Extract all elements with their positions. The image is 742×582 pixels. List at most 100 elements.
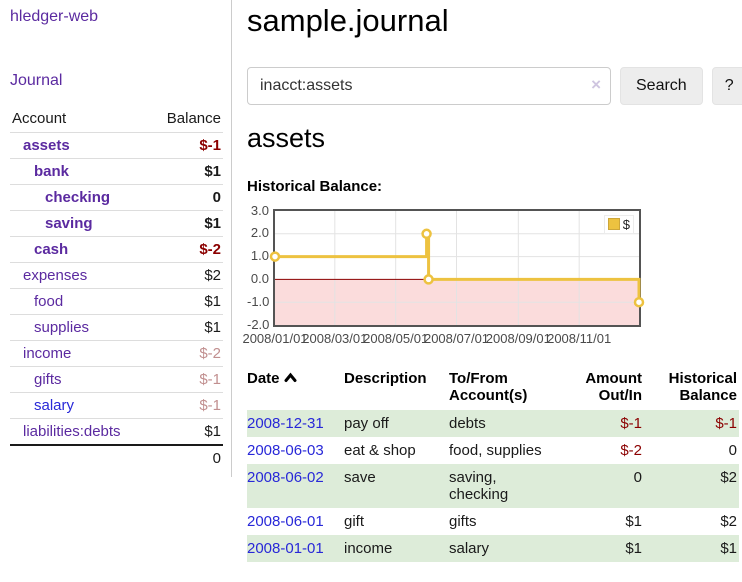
sidebar: hledger-web Journal Account Balance asse… xyxy=(0,0,232,477)
brand-link[interactable]: hledger-web xyxy=(10,8,99,25)
register-cell-date: 2008-06-03 xyxy=(247,437,344,464)
help-button[interactable]: ? xyxy=(711,67,742,106)
accounts-header-balance: Balance xyxy=(166,110,221,127)
accounts-table: Account Balance assets $-1 bank $1 checking 0… xyxy=(10,106,223,471)
search-box: × xyxy=(247,67,611,106)
register-cell-date: 2008-12-31 xyxy=(247,410,344,437)
transaction-date-link[interactable]: 2008-06-03 xyxy=(247,441,324,459)
y-axis-tick-label: 1.0 xyxy=(250,248,269,264)
sidebar-account-link[interactable]: salary xyxy=(34,397,75,414)
transaction-date-link[interactable]: 2008-12-31 xyxy=(247,414,324,432)
register-header-balance: Historical Balance xyxy=(668,369,737,404)
account-row: gifts $-1 xyxy=(10,366,223,393)
sidebar-account-link[interactable]: supplies xyxy=(34,319,90,336)
x-axis-tick-label: 2008/01/01 xyxy=(242,330,308,346)
register-cell-balance: $1 xyxy=(720,539,737,557)
account-row: salary $-1 xyxy=(10,392,223,419)
register-cell-accounts: saving, checking xyxy=(449,468,509,503)
sidebar-account-link[interactable]: cash xyxy=(34,241,69,258)
register-cell-balance: $-1 xyxy=(715,414,737,432)
account-balance: $1 xyxy=(150,288,223,315)
historical-balance-chart: $ 3.0 2.0 1.0 0.0 -1.0 -2.0 2008/01/01 2008/03/… xyxy=(242,203,742,348)
account-row: checking 0 xyxy=(10,184,223,211)
chart-legend: $ xyxy=(603,214,634,234)
account-balance: $-2 xyxy=(150,340,223,367)
sidebar-account-link[interactable]: food xyxy=(34,293,64,310)
sidebar-account-link[interactable]: bank xyxy=(34,163,70,180)
account-heading: assets xyxy=(247,123,326,154)
sidebar-account-link[interactable]: checking xyxy=(45,189,111,206)
register-cell-accounts: salary xyxy=(449,539,490,557)
register-table: Date Description To/From Account(s) Amou… xyxy=(247,368,739,562)
y-axis-tick-label: -1.0 xyxy=(247,293,270,309)
account-balance: $2 xyxy=(150,262,223,289)
account-row: food $1 xyxy=(10,288,223,315)
accounts-header-account: Account xyxy=(12,110,67,127)
register-header-accounts: To/From Account(s) xyxy=(449,369,528,404)
register-row: 2008-06-03 eat & shop food, supplies $-2 0 xyxy=(247,437,739,464)
register-cell-balance: 0 xyxy=(728,441,737,459)
register-header-date[interactable]: Date xyxy=(247,368,344,410)
transaction-date-link[interactable]: 2008-01-01 xyxy=(247,539,324,557)
sort-ascending-icon xyxy=(284,370,297,387)
register-cell-amount: $1 xyxy=(625,539,642,557)
register-row: 2008-06-02 save saving, checking 0 $2 xyxy=(247,463,739,508)
sidebar-account-link[interactable]: income xyxy=(23,345,72,362)
register-cell-date: 2008-06-02 xyxy=(247,464,344,508)
sidebar-account-link[interactable]: saving xyxy=(45,215,93,232)
accounts-total-value: 0 xyxy=(150,444,223,471)
register-cell-amount: $1 xyxy=(625,512,642,530)
register-cell-amount: 0 xyxy=(633,468,642,486)
sidebar-item-journal[interactable]: Journal xyxy=(10,72,63,89)
x-axis-tick-label: 2008/05/01 xyxy=(363,330,429,346)
register-cell-balance: $2 xyxy=(720,468,737,486)
account-balance: $-2 xyxy=(150,236,223,263)
account-balance: $1 xyxy=(150,210,223,237)
account-row: liabilities:debts $1 xyxy=(10,418,223,445)
sidebar-account-link[interactable]: expenses xyxy=(23,267,88,284)
account-row: income $-2 xyxy=(10,340,223,367)
accounts-table-body: assets $-1 bank $1 checking 0 saving $1 cash $-2 e… xyxy=(10,132,223,445)
page-title: sample.journal xyxy=(247,3,449,38)
account-row: saving $1 xyxy=(10,210,223,237)
y-axis-tick-label: 0.0 xyxy=(250,270,269,286)
register-cell-date: 2008-01-01 xyxy=(247,535,344,562)
account-balance: $-1 xyxy=(150,132,223,159)
register-row: 2008-12-31 pay off debts $-1 $-1 xyxy=(247,409,739,437)
register-table-body: 2008-12-31 pay off debts $-1 $-1 2008-06-03 ea… xyxy=(247,409,739,562)
transaction-date-link[interactable]: 2008-06-02 xyxy=(247,468,324,486)
account-balance: $-1 xyxy=(150,366,223,393)
legend-label: $ xyxy=(622,216,630,232)
y-axis-tick-label: 2.0 xyxy=(250,225,269,241)
accounts-total-spacer xyxy=(10,444,151,471)
account-row: bank $1 xyxy=(10,158,223,185)
register-cell-description: eat & shop xyxy=(344,441,416,459)
y-axis-tick-label: -2.0 xyxy=(247,316,270,332)
account-balance: $1 xyxy=(150,158,223,185)
sidebar-account-link[interactable]: liabilities:debts xyxy=(23,423,121,440)
account-balance: 0 xyxy=(150,184,223,211)
sidebar-account-link[interactable]: assets xyxy=(23,137,70,154)
search-input[interactable] xyxy=(247,67,611,106)
register-cell-date: 2008-06-01 xyxy=(247,508,344,535)
register-cell-amount: $-2 xyxy=(620,441,642,459)
account-balance: $-1 xyxy=(150,392,223,419)
clear-search-icon[interactable]: × xyxy=(591,75,601,95)
transaction-date-link[interactable]: 2008-06-01 xyxy=(247,512,324,530)
chart-canvas xyxy=(269,210,645,325)
account-row: expenses $2 xyxy=(10,262,223,289)
account-balance: $1 xyxy=(150,418,223,445)
register-cell-description: gift xyxy=(344,512,365,530)
register-header-description: Description xyxy=(344,369,427,387)
search-button[interactable]: Search xyxy=(620,67,703,106)
register-cell-balance: $2 xyxy=(720,512,737,530)
accounts-total-row: 0 xyxy=(10,444,223,471)
register-cell-accounts: food, supplies xyxy=(449,441,542,459)
account-balance: $1 xyxy=(150,314,223,341)
x-axis-tick-label: 2008/09/01 xyxy=(485,330,551,346)
sidebar-account-link[interactable]: gifts xyxy=(34,371,62,388)
register-cell-accounts: debts xyxy=(449,414,486,432)
register-row: 2008-06-01 gift gifts $1 $2 xyxy=(247,508,739,535)
search-row: × Search ? xyxy=(247,67,742,106)
register-header-amount: Amount Out/In xyxy=(585,369,642,404)
